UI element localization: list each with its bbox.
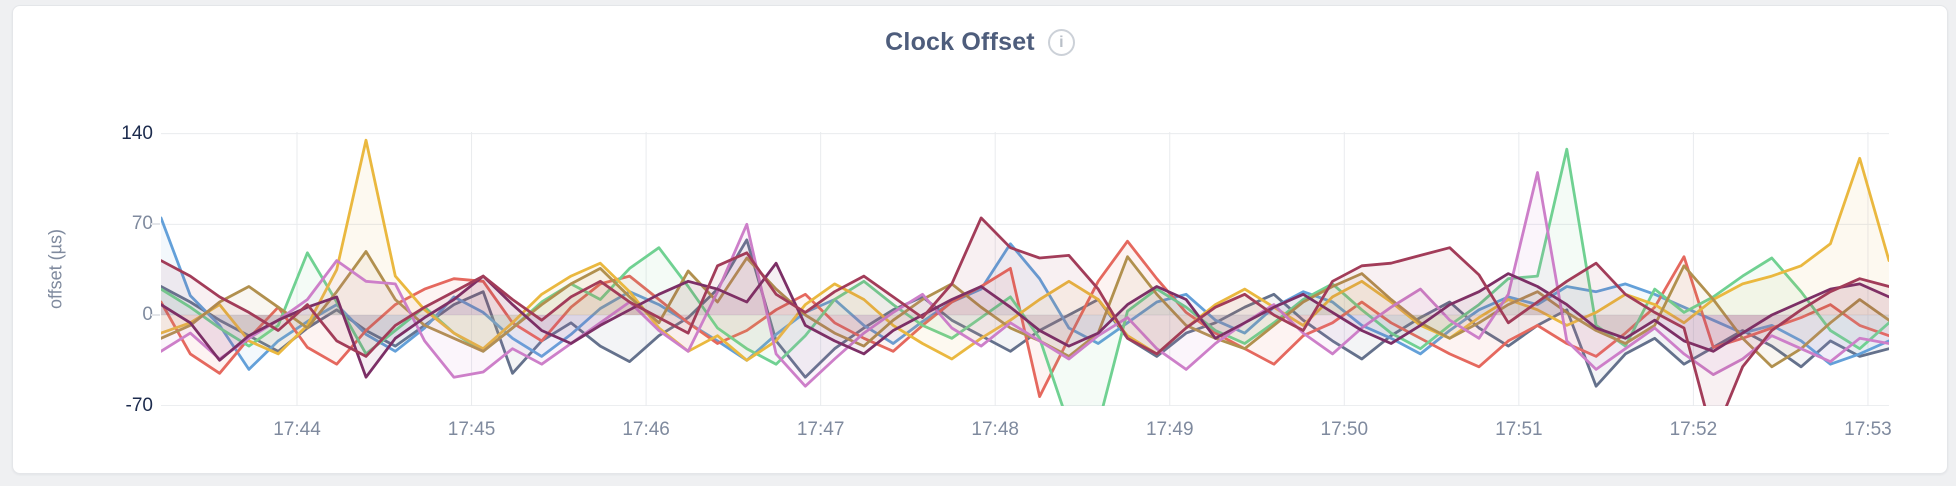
chart-line-series-slate: [161, 238, 1889, 388]
chart-area-series-gold: [161, 140, 1889, 361]
clock-offset-chart[interactable]: [161, 132, 1889, 406]
panel-header: Clock Offset i: [13, 28, 1947, 57]
chart-line-series-plum: [161, 261, 1889, 379]
info-icon[interactable]: i: [1047, 29, 1075, 56]
x-tick-label: 17:51: [1495, 419, 1543, 440]
y-tick-mark: [151, 314, 160, 316]
chart-line-series-orchid: [161, 171, 1889, 388]
chart-area-series-bronze: [161, 251, 1889, 367]
x-tick-label: 17:49: [1145, 419, 1194, 440]
y-tick-label: 0: [142, 304, 153, 325]
y-tick-mark: [151, 223, 160, 226]
y-tick-label: 70: [131, 213, 153, 235]
chart-area-series-maroon: [161, 217, 1889, 406]
y-tick-label: 140: [121, 122, 153, 144]
y-tick-label: -70: [125, 394, 153, 416]
x-tick-label: 17:53: [1844, 419, 1892, 440]
x-tick-label: 17:45: [447, 419, 496, 440]
x-tick-label: 17:50: [1320, 419, 1369, 440]
y-axis-title: offset (µs): [45, 228, 66, 310]
chart-line-series-maroon: [161, 216, 1889, 406]
x-tick-label: 17:47: [796, 419, 845, 440]
chart-line-series-bronze: [161, 250, 1889, 369]
chart-area-series-green: [161, 149, 1889, 406]
chart-area-series-blue: [161, 217, 1889, 370]
chart-area-series-orchid: [161, 172, 1889, 387]
chart-line-series-gold: [161, 138, 1889, 362]
x-tick-label: 17:52: [1669, 419, 1718, 440]
x-tick-label: 17:48: [971, 419, 1019, 440]
clock-offset-panel: Clock Offset i offset (µs) 140 70 0 -70 17:…: [12, 5, 1948, 474]
page-title: Clock Offset: [885, 28, 1035, 56]
x-tick-label: 17:44: [273, 419, 321, 440]
x-tick-label: 17:46: [622, 419, 670, 440]
